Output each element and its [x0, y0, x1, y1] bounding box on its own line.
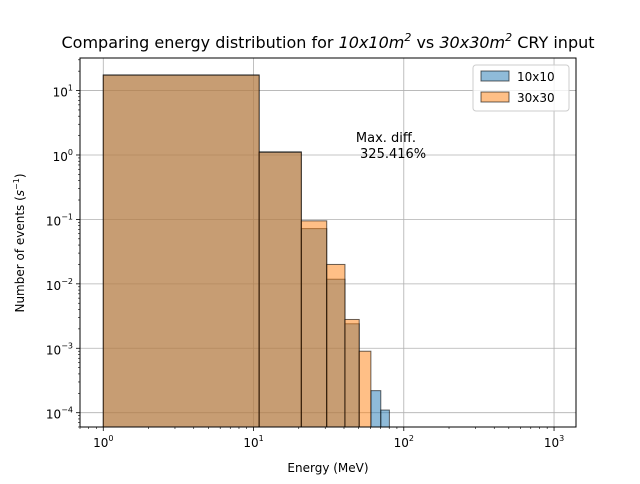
- bars-layer: [102, 74, 390, 428]
- y-axis-label: Number of events (s−1): [12, 173, 27, 312]
- annotation-line-1: Max. diff.: [356, 131, 416, 146]
- bar-10x10-bin-6: [370, 390, 382, 428]
- bar-30x30-bin-0: [102, 74, 260, 428]
- bar-30x30-bin-1: [258, 151, 302, 428]
- x-tick-label-1: 101: [243, 434, 263, 450]
- bar-30x30-bin-3: [326, 263, 346, 428]
- bar-30x30-bin-2: [300, 220, 328, 428]
- bar-30x30-bin-5: [358, 350, 372, 428]
- y-tick-label-1: 10−3: [46, 341, 73, 357]
- y-tick-label-0: 10−4: [46, 406, 73, 422]
- annotation-line-2: 325.416%: [356, 147, 426, 162]
- bar-10x10-bin-7: [380, 409, 390, 428]
- x-tick-label-3: 103: [544, 434, 564, 450]
- ticks-layer: 100 101 102 103 10−4 10−3 10−2 10−1 100 101: [46, 59, 564, 450]
- legend-label-10x10: 10x10: [517, 70, 555, 84]
- y-tick-label-4: 100: [53, 148, 73, 164]
- max-diff-annotation: Max. diff. 325.416%: [356, 131, 426, 162]
- legend-swatch-10x10: [480, 70, 510, 82]
- bar-30x30-bin-4: [344, 318, 360, 428]
- y-tick-label-3: 10−1: [46, 212, 73, 228]
- y-tick-label-5: 101: [53, 84, 73, 100]
- x-axis-label: Energy (MeV): [287, 461, 368, 475]
- x-tick-label-2: 102: [394, 434, 414, 450]
- x-tick-label-0: 100: [93, 434, 113, 450]
- y-tick-label-2: 10−2: [46, 277, 73, 293]
- legend-label-30x30: 30x30: [517, 91, 555, 105]
- plot-frame: [79, 57, 577, 428]
- chart-title: Comparing energy distribution for 10x10m…: [61, 31, 594, 52]
- legend: 10x10 30x30: [472, 64, 570, 112]
- legend-swatch-30x30: [480, 91, 510, 103]
